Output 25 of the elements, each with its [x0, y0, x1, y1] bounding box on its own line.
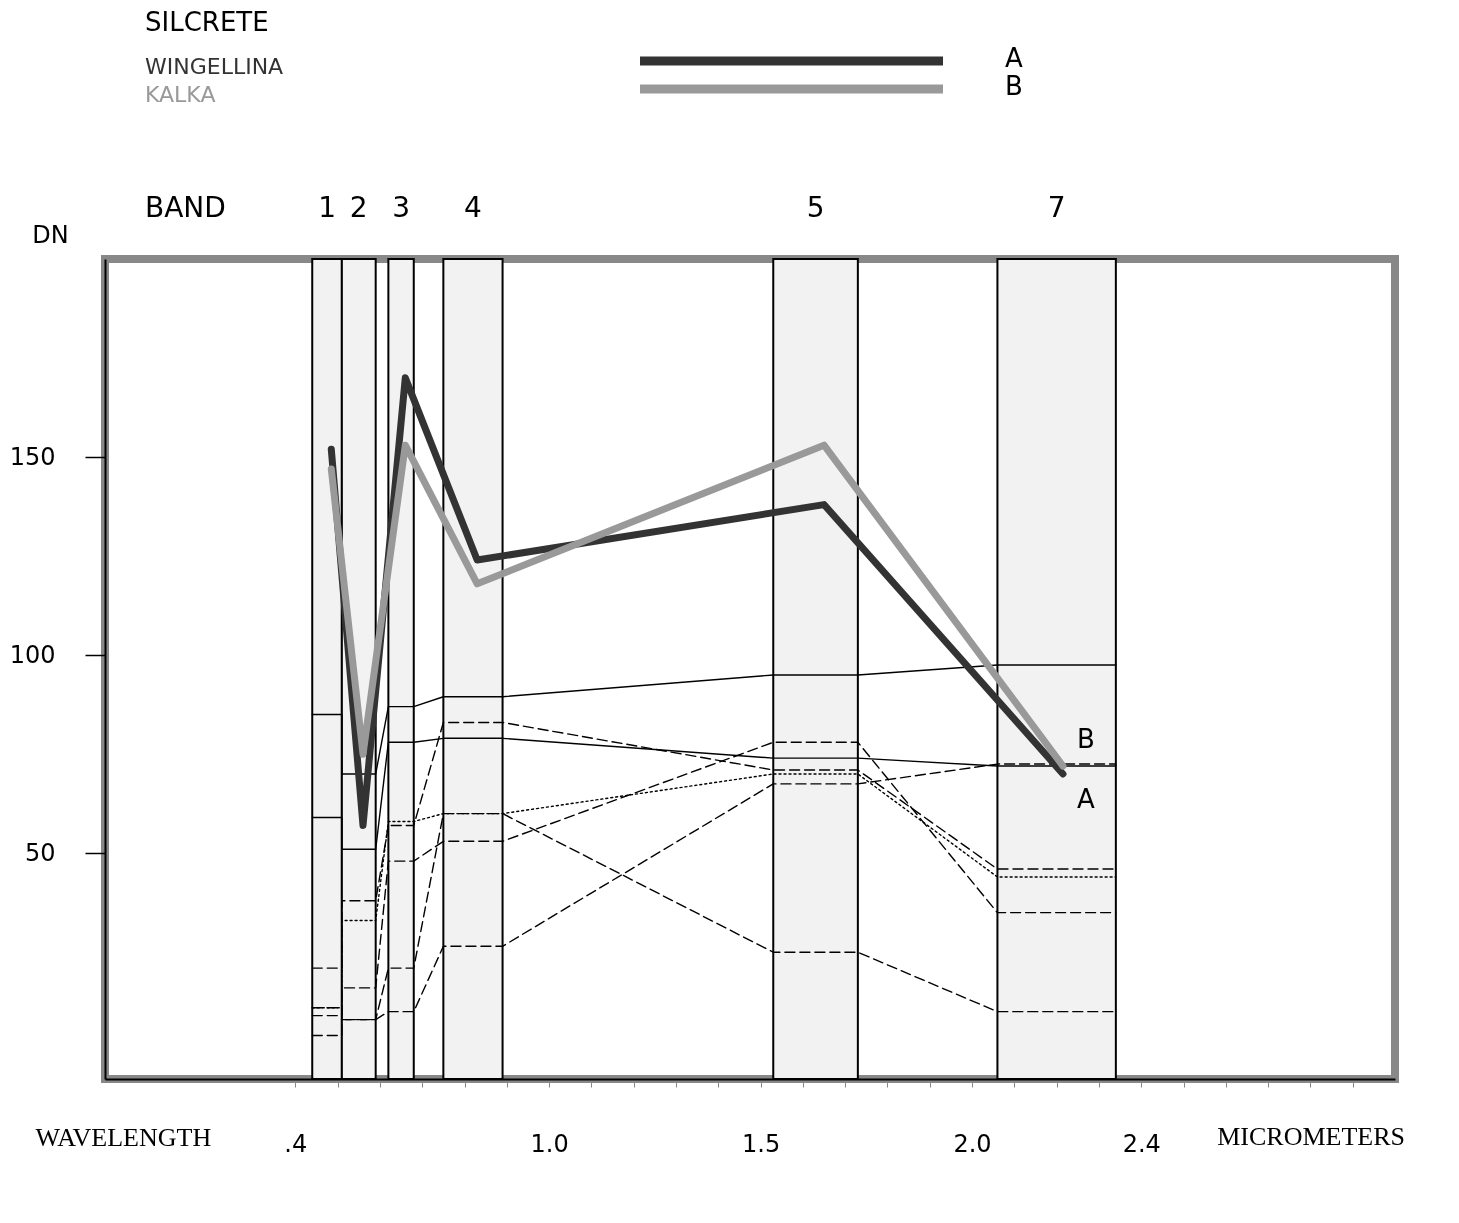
y-axis-title: DN: [32, 220, 69, 249]
text: BAND: [145, 191, 226, 224]
annotation: A: [1076, 783, 1095, 814]
x-tick-label: .4: [284, 1129, 308, 1158]
annotation: B: [1076, 724, 1095, 755]
text: MICROMETERS: [1217, 1122, 1405, 1151]
band-label: 7: [1047, 191, 1066, 224]
band-label: 5: [806, 191, 825, 224]
y-tick-label: 150: [9, 442, 56, 471]
x-tick-label: 1.0: [530, 1129, 569, 1158]
text: WINGELLINA: [145, 54, 284, 79]
text: B: [1005, 71, 1023, 101]
band-label: 4: [464, 191, 482, 224]
x-tick-label: 2.4: [1122, 1129, 1161, 1158]
band-label: 2: [349, 191, 368, 224]
text: KALKA: [145, 82, 216, 107]
text: A: [1005, 43, 1023, 73]
x-axis-title: WAVELENGTH: [35, 1122, 212, 1152]
chart-title: SILCRETE: [145, 7, 269, 37]
y-tick-label: 50: [24, 838, 56, 867]
y-tick-label: 100: [9, 640, 56, 669]
x-tick-label: 1.5: [741, 1129, 781, 1158]
x-tick-label: 2.0: [953, 1129, 992, 1158]
band-label: 1: [318, 191, 336, 224]
band-label: 3: [392, 191, 410, 224]
